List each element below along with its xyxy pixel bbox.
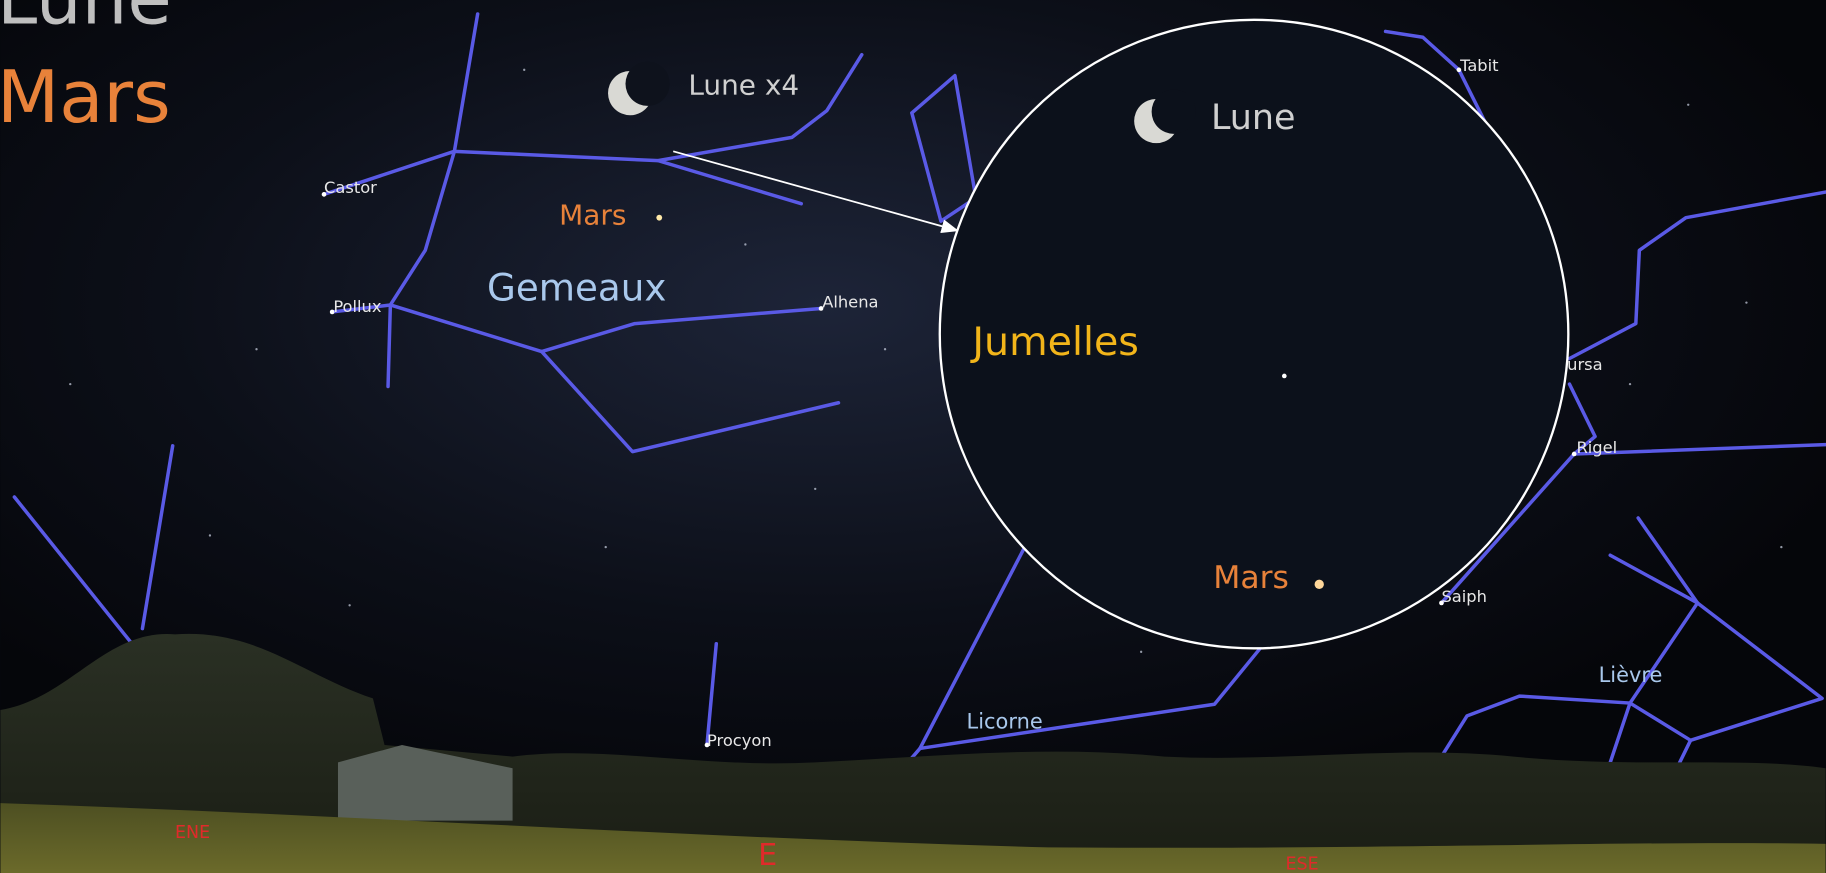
sky-map: Lune Mars Lune x4 Mars Gemeaux Castor Po… xyxy=(0,0,1826,873)
gemini-line xyxy=(388,305,390,386)
star-name: Tabit xyxy=(1459,56,1498,75)
mars-dot xyxy=(656,215,662,221)
star-name: Saiph xyxy=(1441,587,1487,606)
mars-label-zoomed: Mars xyxy=(1213,560,1289,596)
moon-label-zoomed: Lune xyxy=(1211,98,1296,138)
moon-label: Lune x4 xyxy=(688,68,799,101)
cardinal-point: ENE xyxy=(175,823,210,843)
cardinal-point: ESE xyxy=(1285,855,1318,873)
constellation-name: Licorne xyxy=(967,710,1043,734)
star-name: Pollux xyxy=(333,297,382,316)
cardinal-point: E xyxy=(758,838,777,873)
binoculars-title: Jumelles xyxy=(969,319,1139,365)
moon-shadow xyxy=(1152,90,1196,134)
star-name: Alhena xyxy=(822,292,878,311)
star-name: ursa xyxy=(1567,355,1602,374)
title-moon: Lune xyxy=(0,0,172,41)
star-name: Rigel xyxy=(1576,438,1617,457)
mars-dot xyxy=(1315,580,1324,589)
star-name: Procyon xyxy=(707,731,772,750)
star xyxy=(1282,374,1287,379)
constellation-name: Gemeaux xyxy=(487,265,666,309)
mars-label: Mars xyxy=(559,199,626,232)
constellation-name: Lièvre xyxy=(1599,663,1663,687)
title-mars: Mars xyxy=(0,56,171,140)
star-name: Castor xyxy=(324,178,377,197)
